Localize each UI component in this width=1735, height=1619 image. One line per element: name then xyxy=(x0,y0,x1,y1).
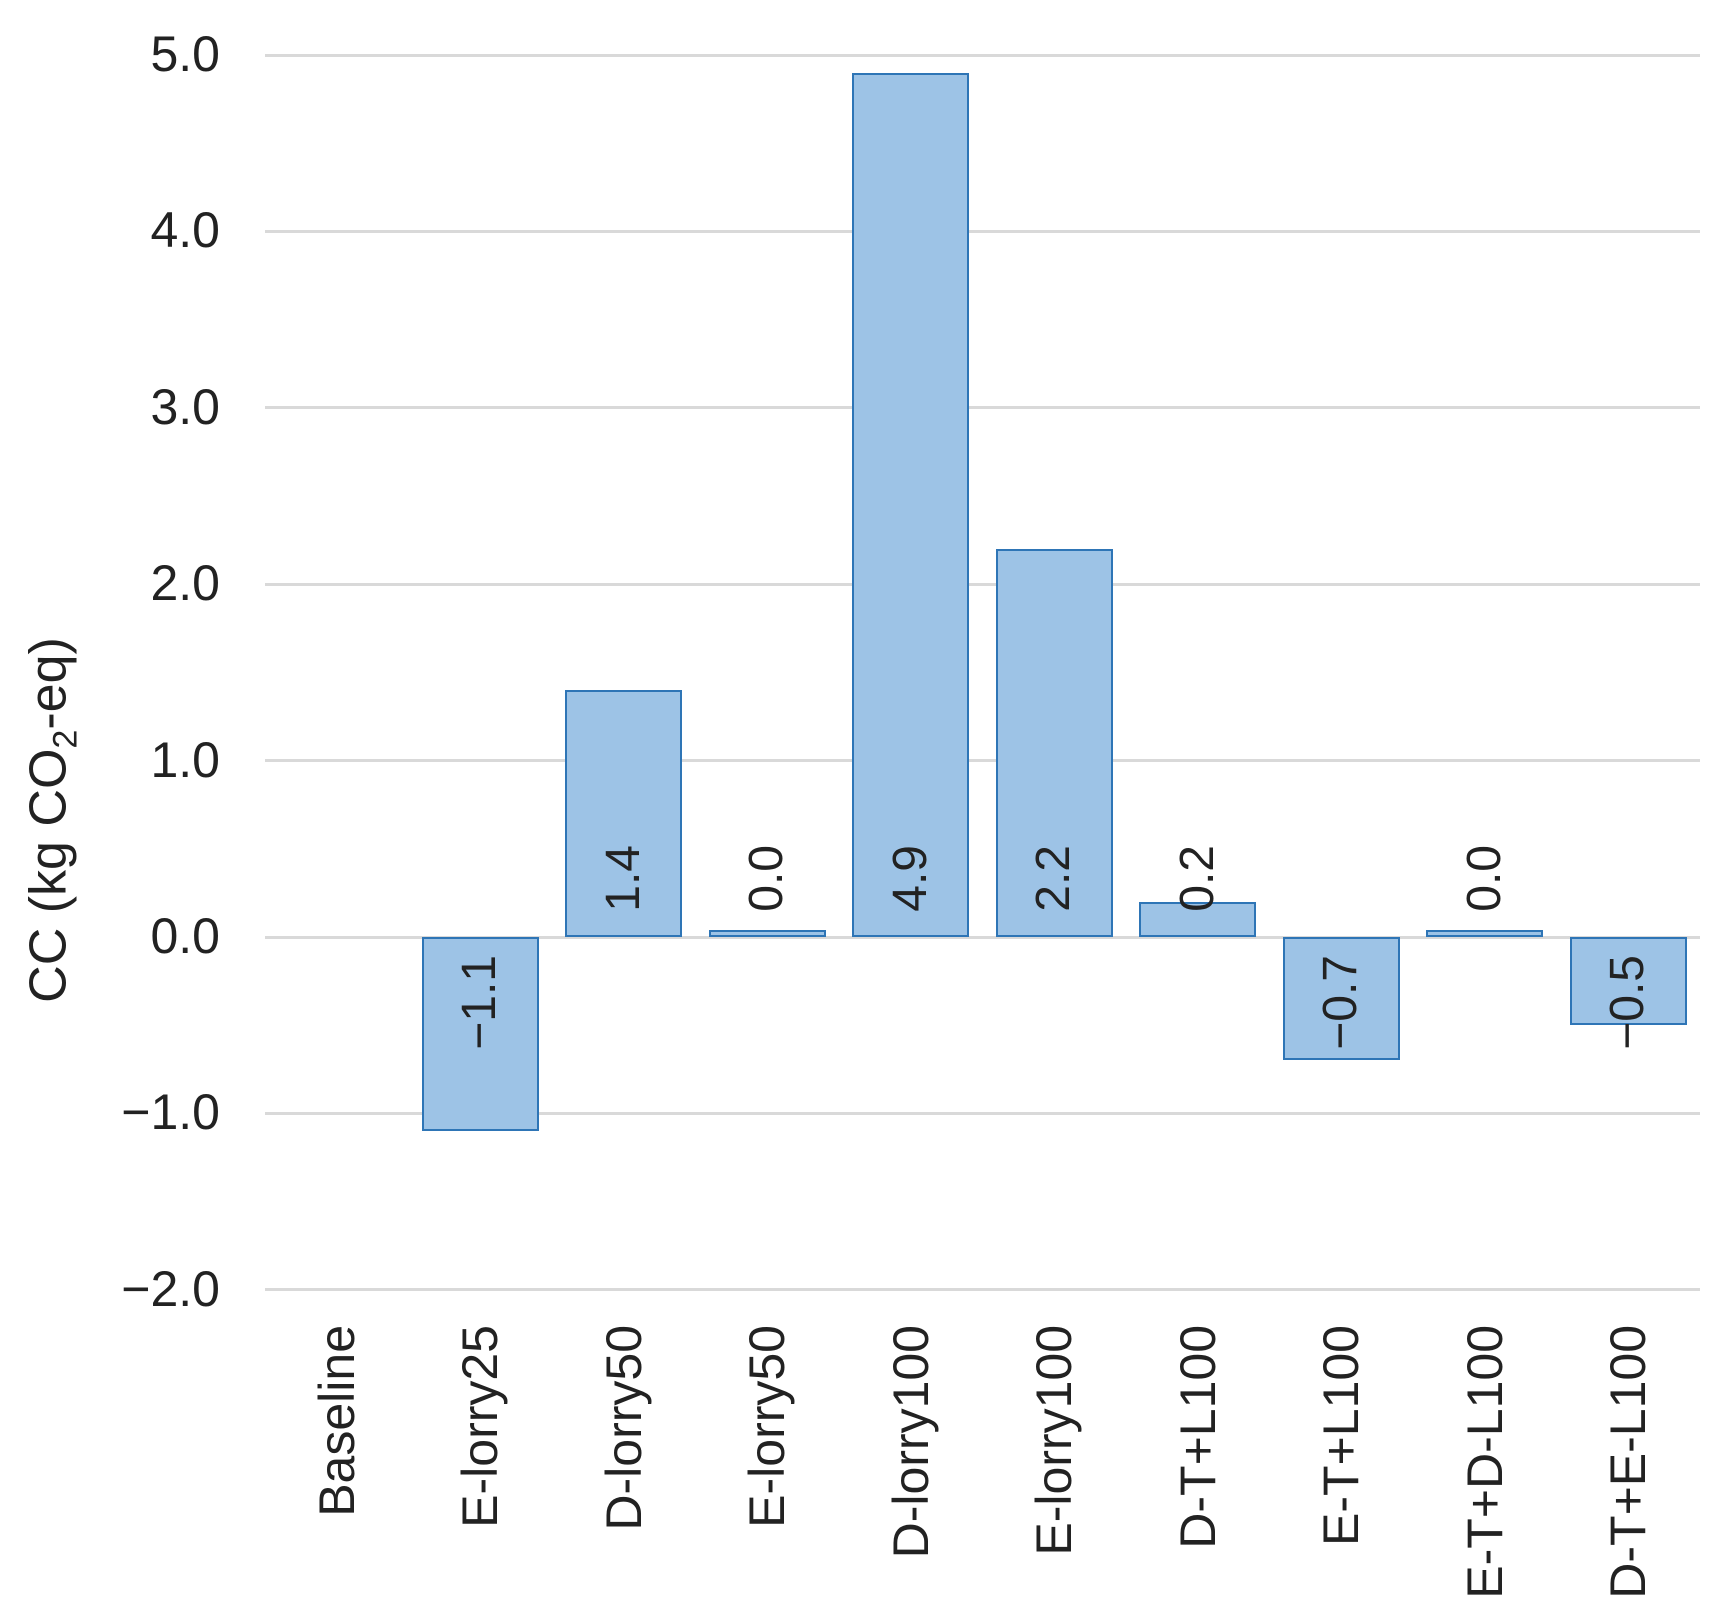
x-axis-label-text: E-lorry100 xyxy=(1026,1325,1083,1556)
gridline xyxy=(265,406,1700,410)
y-axis-tick-label: 2.0 xyxy=(150,555,220,612)
y-axis-tick-label: −2.0 xyxy=(121,1260,220,1317)
data-label-E-lorry25: −1.1 xyxy=(453,955,507,1055)
x-axis-label-text: D-T+L100 xyxy=(1169,1325,1226,1549)
gridline xyxy=(265,935,1700,939)
data-label-E-T+L100: −0.7 xyxy=(1314,955,1368,1055)
x-axis-label-D-lorry100: D-lorry100 xyxy=(883,1325,939,1563)
bar-D-T+L100 xyxy=(1139,901,1257,937)
y-axis-tick-label: 1.0 xyxy=(150,731,220,788)
y-axis-tick-label: 0.0 xyxy=(150,907,220,964)
x-axis-label-D-T+L100: D-T+L100 xyxy=(1170,1325,1226,1554)
x-axis-label-text: D-lorry100 xyxy=(882,1325,939,1559)
data-label-E-lorry100: 2.2 xyxy=(1027,845,1081,917)
bar-D-T+E-L100 xyxy=(1569,937,1687,1026)
y-axis-tick-label: 3.0 xyxy=(150,378,220,435)
bar-E-T+L100 xyxy=(1282,937,1400,1061)
gridline xyxy=(265,582,1700,586)
gridline xyxy=(265,759,1700,763)
data-label-text: −0.7 xyxy=(1314,955,1368,1050)
x-axis-label-E-lorry50: E-lorry50 xyxy=(739,1325,795,1533)
x-axis-label-Baseline: Baseline xyxy=(309,1325,365,1522)
gridline xyxy=(265,53,1700,57)
data-label-text: 0.0 xyxy=(1457,845,1511,912)
data-label-text: −1.1 xyxy=(453,955,507,1050)
x-axis-label-D-lorry50: D-lorry50 xyxy=(596,1325,652,1536)
y-axis-title: CC (kg CO2-eq) xyxy=(19,637,86,1003)
x-axis-label-text: D-T+E-L100 xyxy=(1600,1325,1657,1599)
data-label-text: 0.2 xyxy=(1170,845,1224,912)
data-label-D-T+E-L100: −0.5 xyxy=(1601,955,1655,1055)
x-axis-label-text: D-lorry50 xyxy=(595,1325,652,1531)
bar-E-lorry50 xyxy=(708,930,826,937)
x-axis-label-text: E-T+L100 xyxy=(1313,1325,1370,1546)
y-axis-tick-label: −1.0 xyxy=(121,1084,220,1141)
data-label-E-T+D-L100: 0.0 xyxy=(1458,845,1512,917)
x-axis-label-text: E-T+D-L100 xyxy=(1456,1325,1513,1599)
bar-E-lorry25 xyxy=(421,937,539,1132)
data-label-text: 0.0 xyxy=(740,845,794,912)
data-label-text: 4.9 xyxy=(883,845,937,912)
data-label-text: 2.2 xyxy=(1027,845,1081,912)
y-axis-title-prefix: CC (kg CO xyxy=(19,748,78,1003)
data-label-E-lorry50: 0.0 xyxy=(740,845,794,917)
bar-E-T+D-L100 xyxy=(1426,930,1544,937)
y-axis-title-suffix: -eq) xyxy=(19,637,78,730)
x-axis-label-E-T+L100: E-T+L100 xyxy=(1313,1325,1369,1551)
bar-E-lorry100 xyxy=(995,548,1113,937)
data-label-text: 1.4 xyxy=(596,845,650,912)
y-axis-tick-label: 4.0 xyxy=(150,202,220,259)
gridline xyxy=(265,1111,1700,1115)
data-label-text: −0.5 xyxy=(1601,955,1655,1050)
data-label-D-T+L100: 0.2 xyxy=(1171,845,1225,917)
x-axis-label-E-lorry25: E-lorry25 xyxy=(452,1325,508,1533)
gridline xyxy=(265,229,1700,233)
x-axis-label-E-lorry100: E-lorry100 xyxy=(1026,1325,1082,1561)
x-axis-label-text: E-lorry25 xyxy=(452,1325,509,1528)
y-axis-tick-label: 5.0 xyxy=(150,25,220,82)
data-label-D-lorry100: 4.9 xyxy=(884,845,938,917)
x-axis-label-E-T+D-L100: E-T+D-L100 xyxy=(1457,1325,1513,1604)
x-axis-label-text: E-lorry50 xyxy=(739,1325,796,1528)
data-label-D-lorry50: 1.4 xyxy=(597,845,651,917)
y-axis-title-subscript: 2 xyxy=(46,729,85,749)
gridline xyxy=(265,1288,1700,1292)
x-axis-label-text: Baseline xyxy=(308,1325,365,1517)
bar-D-lorry100 xyxy=(852,72,970,937)
bar-D-lorry50 xyxy=(565,690,683,937)
x-axis-label-D-T+E-L100: D-T+E-L100 xyxy=(1600,1325,1656,1604)
